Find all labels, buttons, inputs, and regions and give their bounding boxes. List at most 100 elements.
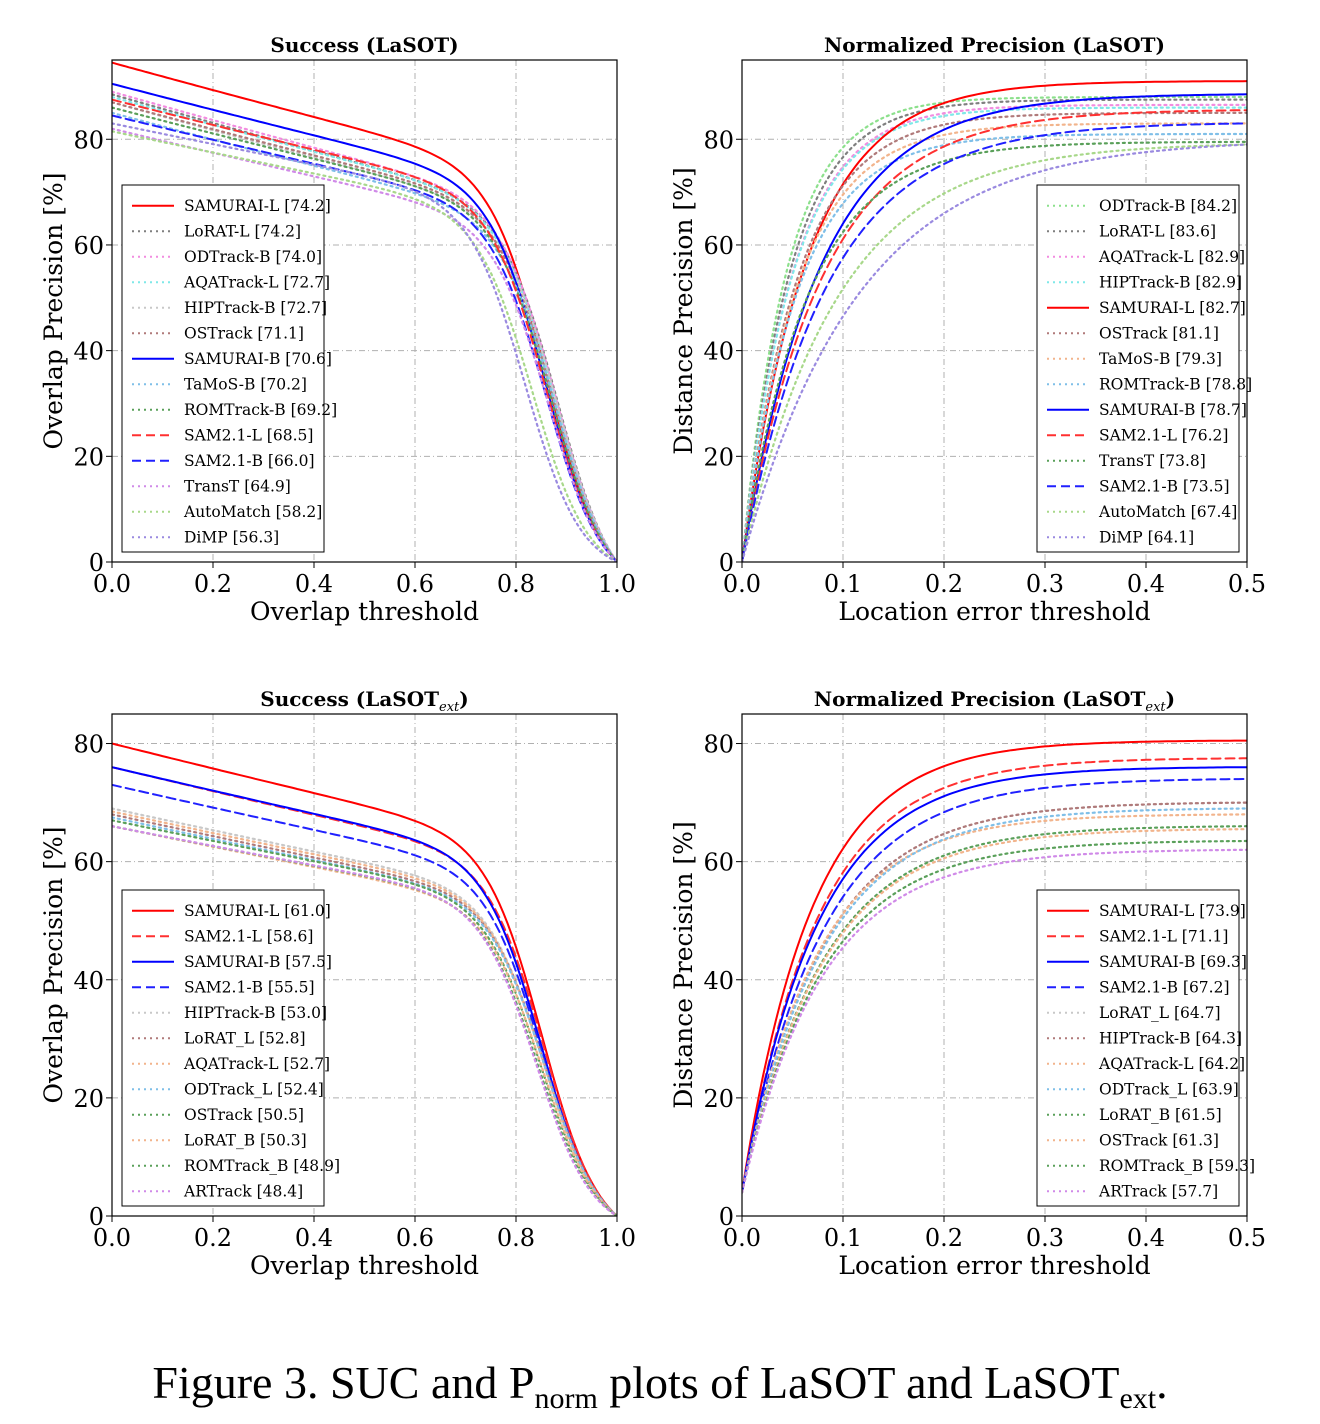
legend-score: [72.7] xyxy=(280,299,327,317)
x-tick-label: 0.5 xyxy=(1228,1224,1266,1252)
series-line-samurai-l xyxy=(742,80,1247,562)
series-line-automatch xyxy=(112,130,617,562)
x-tick-label: 0.2 xyxy=(925,1224,963,1252)
legend-name: SAM2.1-L xyxy=(184,927,267,945)
legend-score: [58.6] xyxy=(267,927,314,945)
chart-title-main: Normalized Precision (LaSOT xyxy=(814,687,1146,711)
legend: SAMURAI-L [73.9] SAM2.1-L [71.1] SAMURAI-B… xyxy=(1036,889,1255,1207)
y-tick-label: 20 xyxy=(73,443,104,471)
y-tick-label: 20 xyxy=(703,443,734,471)
legend-name: AQATrack-L xyxy=(1098,248,1199,266)
legend-name: SAMURAI-B xyxy=(184,953,285,971)
y-tick-label: 0 xyxy=(719,1203,734,1231)
legend-name: SAM2.1-L xyxy=(1099,927,1182,945)
legend-label: LoRAT_B [50.3] xyxy=(184,1131,307,1149)
legend-score: [64.9] xyxy=(244,477,291,495)
x-tick-label: 0.6 xyxy=(396,570,434,598)
legend-name: SAM2.1-L xyxy=(1099,426,1182,444)
legend-score: [82.9] xyxy=(1199,248,1246,266)
legend-score: [71.1] xyxy=(1182,927,1229,945)
legend-name: SAMURAI-L xyxy=(1099,902,1199,920)
axes-frame xyxy=(111,713,618,1217)
y-tick-label: 60 xyxy=(703,232,734,260)
x-axis-label: Location error threshold xyxy=(838,597,1150,626)
legend-label: ODTrack_L [52.4] xyxy=(184,1080,324,1098)
legend-score: [67.4] xyxy=(1191,503,1238,521)
legend-score: [58.2] xyxy=(276,503,323,521)
series-line-hiptrack-b xyxy=(742,801,1247,1194)
series-line-aqatrack-l xyxy=(112,810,617,1216)
x-tick-label: 0.3 xyxy=(1026,1224,1064,1252)
legend-label: SAM2.1-B [73.5] xyxy=(1099,477,1230,495)
series-line-samurai-l xyxy=(742,739,1247,1194)
legend-score: [82.7] xyxy=(1199,299,1246,317)
legend-score: [83.6] xyxy=(1169,222,1216,240)
series-line-sam2-1-l xyxy=(112,98,617,562)
legend-name: AutoMatch xyxy=(183,503,276,521)
legend-box xyxy=(121,184,325,553)
series-line-romtrack-b xyxy=(742,839,1247,1194)
legend-label: AQATrack-L [64.2] xyxy=(1098,1055,1245,1073)
legend-name: OSTrack xyxy=(1099,324,1172,342)
axes-frame xyxy=(741,713,1248,1217)
legend-name: HIPTrack-B xyxy=(1099,1029,1195,1047)
caption-prefix: Figure 3. SUC and P xyxy=(152,1357,535,1408)
legend-score: [52.7] xyxy=(284,1055,331,1073)
legend-name: LoRAT_B xyxy=(184,1131,260,1149)
legend-name: ROMTrack_B xyxy=(1099,1157,1208,1175)
legend-label: OSTrack [61.3] xyxy=(1099,1131,1219,1149)
legend-label: AQATrack-L [52.7] xyxy=(183,1055,330,1073)
x-tick-label: 0.4 xyxy=(1127,1224,1165,1252)
y-tick-label: 20 xyxy=(73,1085,104,1113)
chart-title-main: Success (LaSOT) xyxy=(270,33,458,57)
legend-score: [71.1] xyxy=(257,324,304,342)
legend-score: [56.3] xyxy=(233,528,280,546)
legend-score: [63.9] xyxy=(1192,1080,1239,1098)
series-line-romtrack-b xyxy=(742,132,1247,562)
chart-panel-3: 0.0 0.2 0.4 0.6 0.8 1.0 0 20 40 60 80 Overlap thres… xyxy=(39,687,636,1280)
legend-score: [70.6] xyxy=(285,350,332,368)
series-line-odtrack-b xyxy=(742,95,1247,562)
legend-label: SAMURAI-L [61.0] xyxy=(184,902,331,920)
x-tick-label: 0.0 xyxy=(723,1224,761,1252)
legend-name: SAM2.1-B xyxy=(1099,477,1183,495)
series-line-sam2-1-b xyxy=(742,778,1247,1194)
chart-panel-2: 0.0 0.1 0.2 0.3 0.4 0.5 0 20 40 60 80 Location erro… xyxy=(669,33,1266,626)
legend-name: ARTrack xyxy=(1098,1182,1172,1200)
y-tick-label: 60 xyxy=(73,849,104,877)
y-axis-label: Overlap Precision [%] xyxy=(39,827,68,1104)
legend-name: ODTrack_L xyxy=(184,1080,277,1098)
x-tick-label: 0.2 xyxy=(925,570,963,598)
x-tick-label: 1.0 xyxy=(598,570,636,598)
y-tick-label: 80 xyxy=(73,731,104,759)
legend-name: DiMP xyxy=(184,528,233,546)
legend-label: SAMURAI-B [69.3] xyxy=(1099,953,1247,971)
x-tick-label: 0.8 xyxy=(497,570,535,598)
series-group xyxy=(112,742,617,1216)
x-axis-label: Location error threshold xyxy=(838,1251,1150,1280)
legend-score: [64.2] xyxy=(1199,1055,1246,1073)
legend-score: [69.2] xyxy=(291,401,338,419)
legend-score: [52.4] xyxy=(277,1080,324,1098)
legend-label: TaMoS-B [79.3] xyxy=(1099,350,1222,368)
legend-name: AQATrack-L xyxy=(1098,1055,1199,1073)
legend-label: ROMTrack-B [69.2] xyxy=(184,401,337,419)
series-line-dimp xyxy=(112,122,617,562)
y-tick-label: 40 xyxy=(73,338,104,366)
legend-name: HIPTrack-B xyxy=(1099,273,1195,291)
legend-score: [82.9] xyxy=(1195,273,1242,291)
x-tick-label: 0.1 xyxy=(824,1224,862,1252)
legend-label: AQATrack-L [82.9] xyxy=(1098,248,1245,266)
legend-label: TransT [64.9] xyxy=(184,477,291,495)
legend-score: [72.7] xyxy=(284,273,331,291)
series-group xyxy=(742,739,1247,1194)
legend-name: ROMTrack-B xyxy=(184,401,291,419)
legend-score: [55.5] xyxy=(268,978,315,996)
legend-score: [64.7] xyxy=(1174,1004,1221,1022)
legend-label: AQATrack-L [72.7] xyxy=(183,273,330,291)
series-line-artrack xyxy=(112,825,617,1216)
y-tick-label: 60 xyxy=(73,232,104,260)
series-group xyxy=(112,61,617,562)
legend-name: DiMP xyxy=(1099,528,1148,546)
legend-score: [50.5] xyxy=(257,1106,304,1124)
